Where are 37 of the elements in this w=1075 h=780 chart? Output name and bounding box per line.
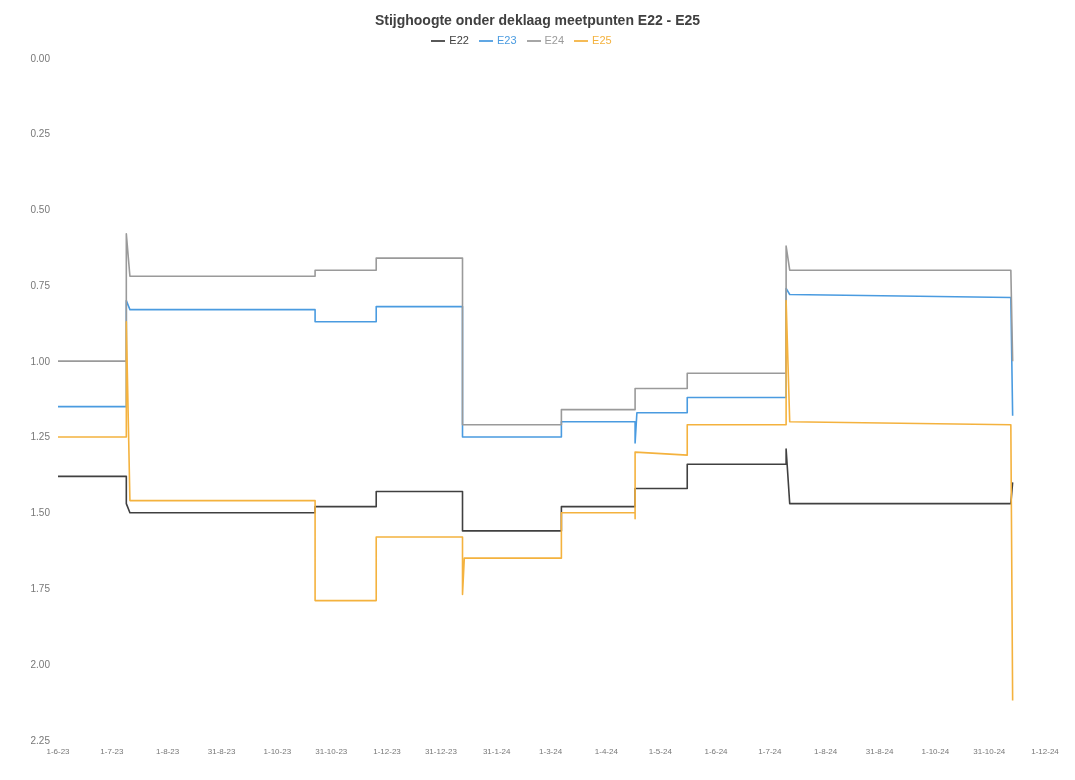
line-series xyxy=(58,233,1014,426)
line-series xyxy=(58,448,1014,532)
y-tick-label: 0.50 xyxy=(30,204,51,216)
x-tick-label: 1-12-23 xyxy=(373,746,402,756)
chart-title: Stijghoogte onder deklaag meetpunten E22 - E25 xyxy=(373,11,702,28)
x-tick-label: 1-10-23 xyxy=(263,746,292,756)
x-tick-label: 1-12-24 xyxy=(1031,746,1060,756)
legend-label: E22 xyxy=(449,34,469,46)
x-tick-label: 31-1-24 xyxy=(482,746,511,756)
y-tick-label: 0.00 xyxy=(30,52,51,64)
x-tick-label: 1-3-24 xyxy=(539,746,563,756)
y-tick-label: 1.50 xyxy=(30,507,51,519)
x-tick-label: 1-10-24 xyxy=(921,746,950,756)
y-tick-label: 1.75 xyxy=(30,583,51,595)
x-tick-label: 1-4-24 xyxy=(594,746,619,756)
y-tick-label: 0.75 xyxy=(30,279,51,291)
line-series xyxy=(58,299,1014,702)
x-tick-label: 31-8-23 xyxy=(207,746,236,756)
x-tick-label: 1-7-23 xyxy=(100,746,125,756)
x-tick-label: 31-10-24 xyxy=(973,746,1006,756)
y-tick-label: 0.25 xyxy=(30,128,51,140)
y-tick-label: 1.25 xyxy=(30,431,51,443)
x-tick-label: 31-12-23 xyxy=(424,746,458,756)
x-tick-label: 1-6-24 xyxy=(704,746,729,756)
x-tick-label: 31-10-23 xyxy=(315,746,348,756)
x-tick-label: 1-6-23 xyxy=(46,746,71,756)
legend-label: E25 xyxy=(592,34,612,46)
x-tick-label: 1-8-24 xyxy=(814,746,838,756)
legend-label: E23 xyxy=(496,34,517,46)
x-tick-label: 31-8-24 xyxy=(865,746,894,756)
y-tick-label: 2.25 xyxy=(30,734,51,746)
x-tick-label: 1-7-24 xyxy=(758,746,783,756)
y-tick-label: 2.00 xyxy=(30,658,51,670)
x-tick-label: 1-5-24 xyxy=(648,746,673,756)
y-tick-label: 1.00 xyxy=(30,355,51,367)
legend-label: E24 xyxy=(544,34,565,46)
x-tick-label: 1-8-23 xyxy=(156,746,180,756)
